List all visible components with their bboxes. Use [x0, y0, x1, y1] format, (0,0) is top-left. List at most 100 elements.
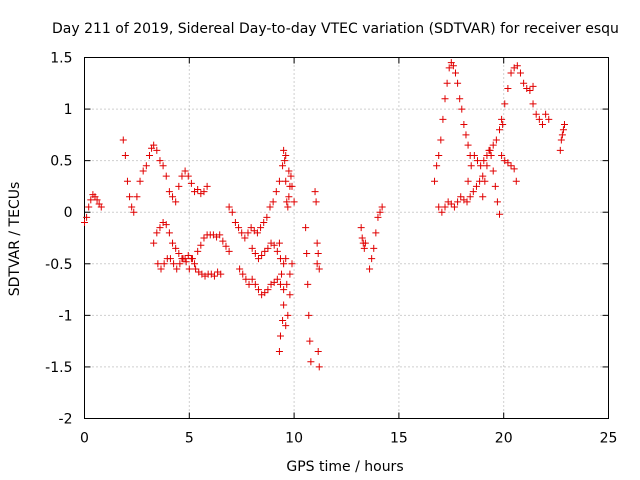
series-t17 — [464, 121, 507, 185]
data-point — [83, 213, 91, 221]
data-point — [283, 198, 291, 206]
series-t6 — [248, 239, 290, 268]
data-point — [556, 146, 564, 154]
data-point — [435, 203, 443, 211]
data-point — [119, 136, 127, 144]
data-point — [477, 162, 485, 170]
data-point — [443, 79, 451, 87]
data-point — [254, 286, 262, 294]
data-point — [529, 100, 537, 108]
y-tick-label: 1.5 — [50, 51, 72, 67]
data-point — [210, 272, 218, 280]
data-point — [372, 229, 380, 237]
data-point — [526, 87, 534, 95]
data-point — [311, 188, 319, 196]
data-point — [467, 162, 475, 170]
data-point — [253, 229, 261, 237]
data-point — [435, 151, 443, 159]
data-point — [244, 229, 252, 237]
data-point — [499, 121, 507, 129]
data-point — [458, 105, 466, 113]
data-point — [510, 165, 518, 173]
data-point — [266, 203, 274, 211]
data-point — [276, 332, 284, 340]
data-point — [489, 141, 497, 149]
data-point — [150, 239, 158, 247]
data-point — [366, 265, 374, 273]
data-point — [513, 62, 521, 70]
data-point — [370, 244, 378, 252]
data-point — [145, 151, 153, 159]
data-point — [280, 286, 288, 294]
series-t14 — [366, 203, 386, 273]
data-point — [433, 162, 441, 170]
data-point — [169, 193, 177, 201]
data-point — [307, 358, 315, 366]
series-t19 — [498, 62, 537, 123]
x-tick-label: 20 — [495, 431, 513, 447]
data-point — [236, 265, 244, 273]
x-tick-label: 10 — [285, 431, 303, 447]
data-point — [287, 172, 295, 180]
data-point — [251, 280, 259, 288]
data-point — [154, 260, 162, 268]
data-point — [498, 151, 506, 159]
data-point — [314, 249, 322, 257]
data-point — [85, 203, 93, 211]
data-point — [156, 157, 164, 165]
data-point — [278, 270, 286, 278]
data-point — [248, 275, 256, 283]
data-point — [261, 289, 269, 297]
data-point — [270, 241, 278, 249]
data-point — [187, 179, 195, 187]
data-point — [222, 242, 230, 250]
series-t21 — [529, 100, 553, 129]
data-point — [487, 151, 495, 159]
data-point — [235, 224, 243, 232]
data-point — [483, 162, 491, 170]
data-point — [368, 255, 376, 263]
data-point — [126, 193, 134, 201]
data-point — [438, 208, 446, 216]
data-point — [431, 177, 439, 185]
data-point — [464, 177, 472, 185]
data-point — [466, 193, 474, 201]
data-point — [162, 172, 170, 180]
data-point — [460, 121, 468, 129]
y-tick-label: -1 — [59, 308, 73, 324]
x-tick-label: 15 — [390, 431, 408, 447]
data-point — [361, 239, 369, 247]
data-point — [219, 237, 227, 245]
data-point — [239, 270, 247, 278]
data-point — [200, 234, 208, 242]
data-point — [156, 224, 164, 232]
data-point — [139, 167, 147, 175]
x-tick-label: 5 — [185, 431, 194, 447]
data-point — [472, 182, 480, 190]
data-point — [150, 141, 158, 149]
data-point — [304, 280, 312, 288]
data-point — [463, 198, 471, 206]
data-point — [284, 311, 292, 319]
series-t7 — [275, 239, 296, 330]
data-point — [445, 64, 453, 72]
data-point — [273, 275, 281, 283]
data-point — [441, 95, 449, 103]
data-point — [470, 151, 478, 159]
series-t9 — [275, 317, 287, 355]
data-point — [282, 322, 290, 330]
data-point — [165, 188, 173, 196]
data-point — [264, 244, 272, 252]
y-tick-label: 0 — [64, 205, 73, 221]
data-point — [254, 255, 262, 263]
data-point — [516, 69, 524, 77]
series-t5 — [236, 265, 294, 299]
data-point — [284, 203, 292, 211]
data-point — [545, 115, 553, 123]
data-point — [178, 172, 186, 180]
data-point — [170, 260, 178, 268]
data-point — [121, 151, 129, 159]
data-point — [153, 229, 161, 237]
data-point — [247, 224, 255, 232]
data-point — [182, 258, 190, 266]
